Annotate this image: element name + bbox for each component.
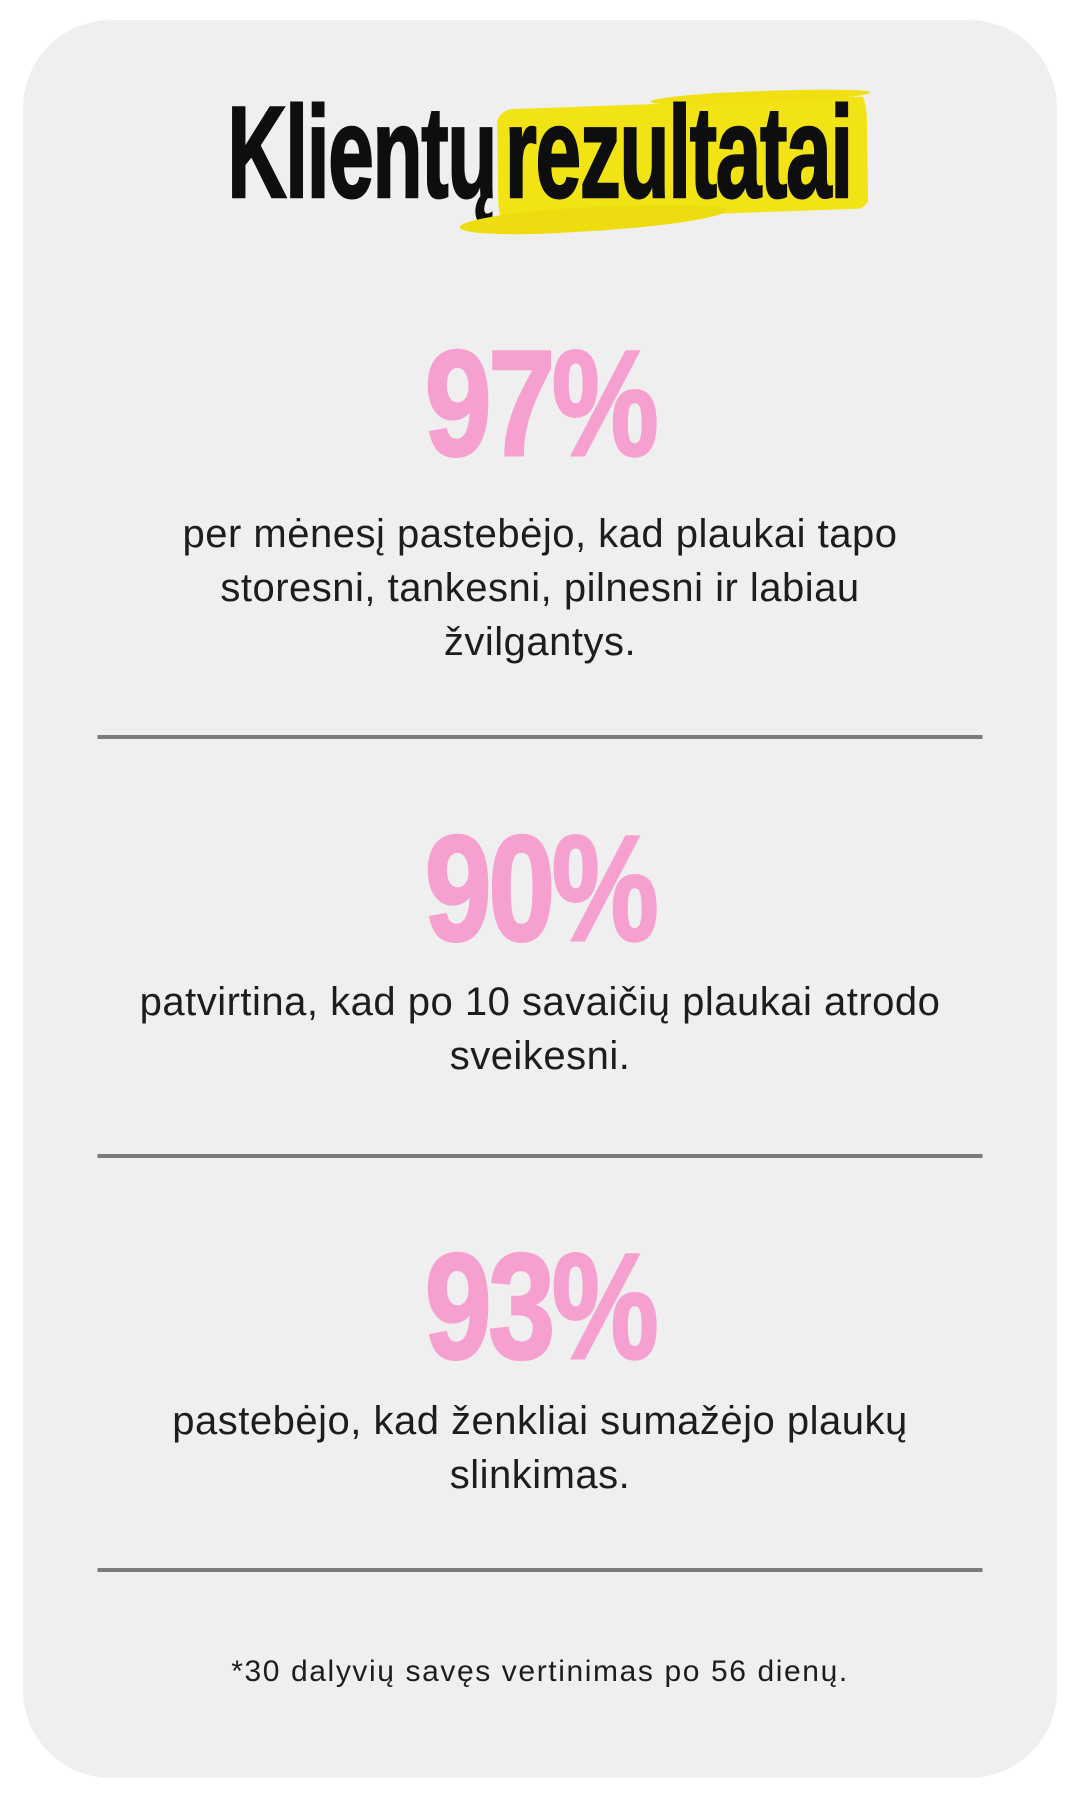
title-highlight: rezultatai	[456, 86, 874, 239]
page-title-text: Klientų rezultatai	[227, 86, 874, 239]
stat-description-93: pastebėjo, kad ženkliai sumažėjo plaukų …	[172, 1399, 908, 1497]
divider	[97, 735, 983, 739]
footnote: *30 dalyvių savęs vertinimas po 56 dienų…	[231, 1655, 849, 1688]
title-word-highlighted: rezultatai	[505, 79, 855, 225]
divider	[97, 1568, 983, 1572]
stat-value-93: 93%	[423, 1222, 659, 1390]
stat-description-90: patvirtina, kad po 10 savaičių plaukai a…	[139, 980, 941, 1078]
results-card: Klientų rezultatai 97% per mėnesį pastebė…	[23, 20, 1057, 1778]
divider	[97, 1154, 983, 1158]
title-word-plain: Klientų	[227, 79, 499, 225]
stat-description-97: per mėnesį pastebėjo, kad plaukai tapo s…	[182, 512, 898, 664]
stat-value-90: 90%	[423, 804, 659, 972]
page-title: Klientų rezultatai	[23, 86, 1057, 239]
stat-value-97: 97%	[423, 319, 659, 487]
